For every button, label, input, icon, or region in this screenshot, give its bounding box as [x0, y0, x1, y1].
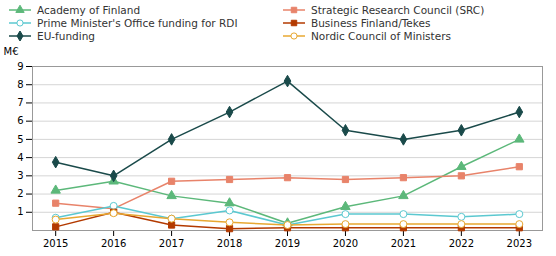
- svg-text:2021: 2021: [391, 238, 416, 249]
- svg-text:2019: 2019: [275, 238, 300, 249]
- svg-text:M€: M€: [4, 46, 19, 57]
- svg-text:3: 3: [17, 170, 23, 181]
- html-text:Nordic Council of Ministers: Nordic Council of Ministers: [311, 30, 451, 42]
- svg-text:4: 4: [17, 152, 23, 163]
- svg-text:2: 2: [17, 188, 23, 199]
- svg-text:2017: 2017: [159, 238, 184, 249]
- html-text:Academy of Finland: Academy of Finland: [37, 4, 141, 16]
- svg-text:2020: 2020: [333, 238, 358, 249]
- svg-text:9: 9: [17, 61, 23, 72]
- svg-text:8: 8: [17, 79, 23, 90]
- svg-text:2015: 2015: [43, 238, 68, 249]
- svg-text:2018: 2018: [217, 238, 242, 249]
- svg-text:1: 1: [17, 206, 23, 217]
- html-text:EU-funding: EU-funding: [37, 30, 95, 42]
- html-text:Business Finland/Tekes: Business Finland/Tekes: [311, 17, 431, 29]
- svg-text:2022: 2022: [449, 238, 474, 249]
- svg-text:2016: 2016: [101, 238, 126, 249]
- svg-text:5: 5: [17, 134, 23, 145]
- svg-text:6: 6: [17, 115, 23, 126]
- html-text:Strategic Research Council (SR: Strategic Research Council (SRC): [311, 4, 485, 16]
- svg-text:2023: 2023: [507, 238, 532, 249]
- svg-text:7: 7: [17, 97, 23, 108]
- html-text:Prime Minister's Office fundin: Prime Minister's Office funding for RDI: [37, 17, 238, 29]
